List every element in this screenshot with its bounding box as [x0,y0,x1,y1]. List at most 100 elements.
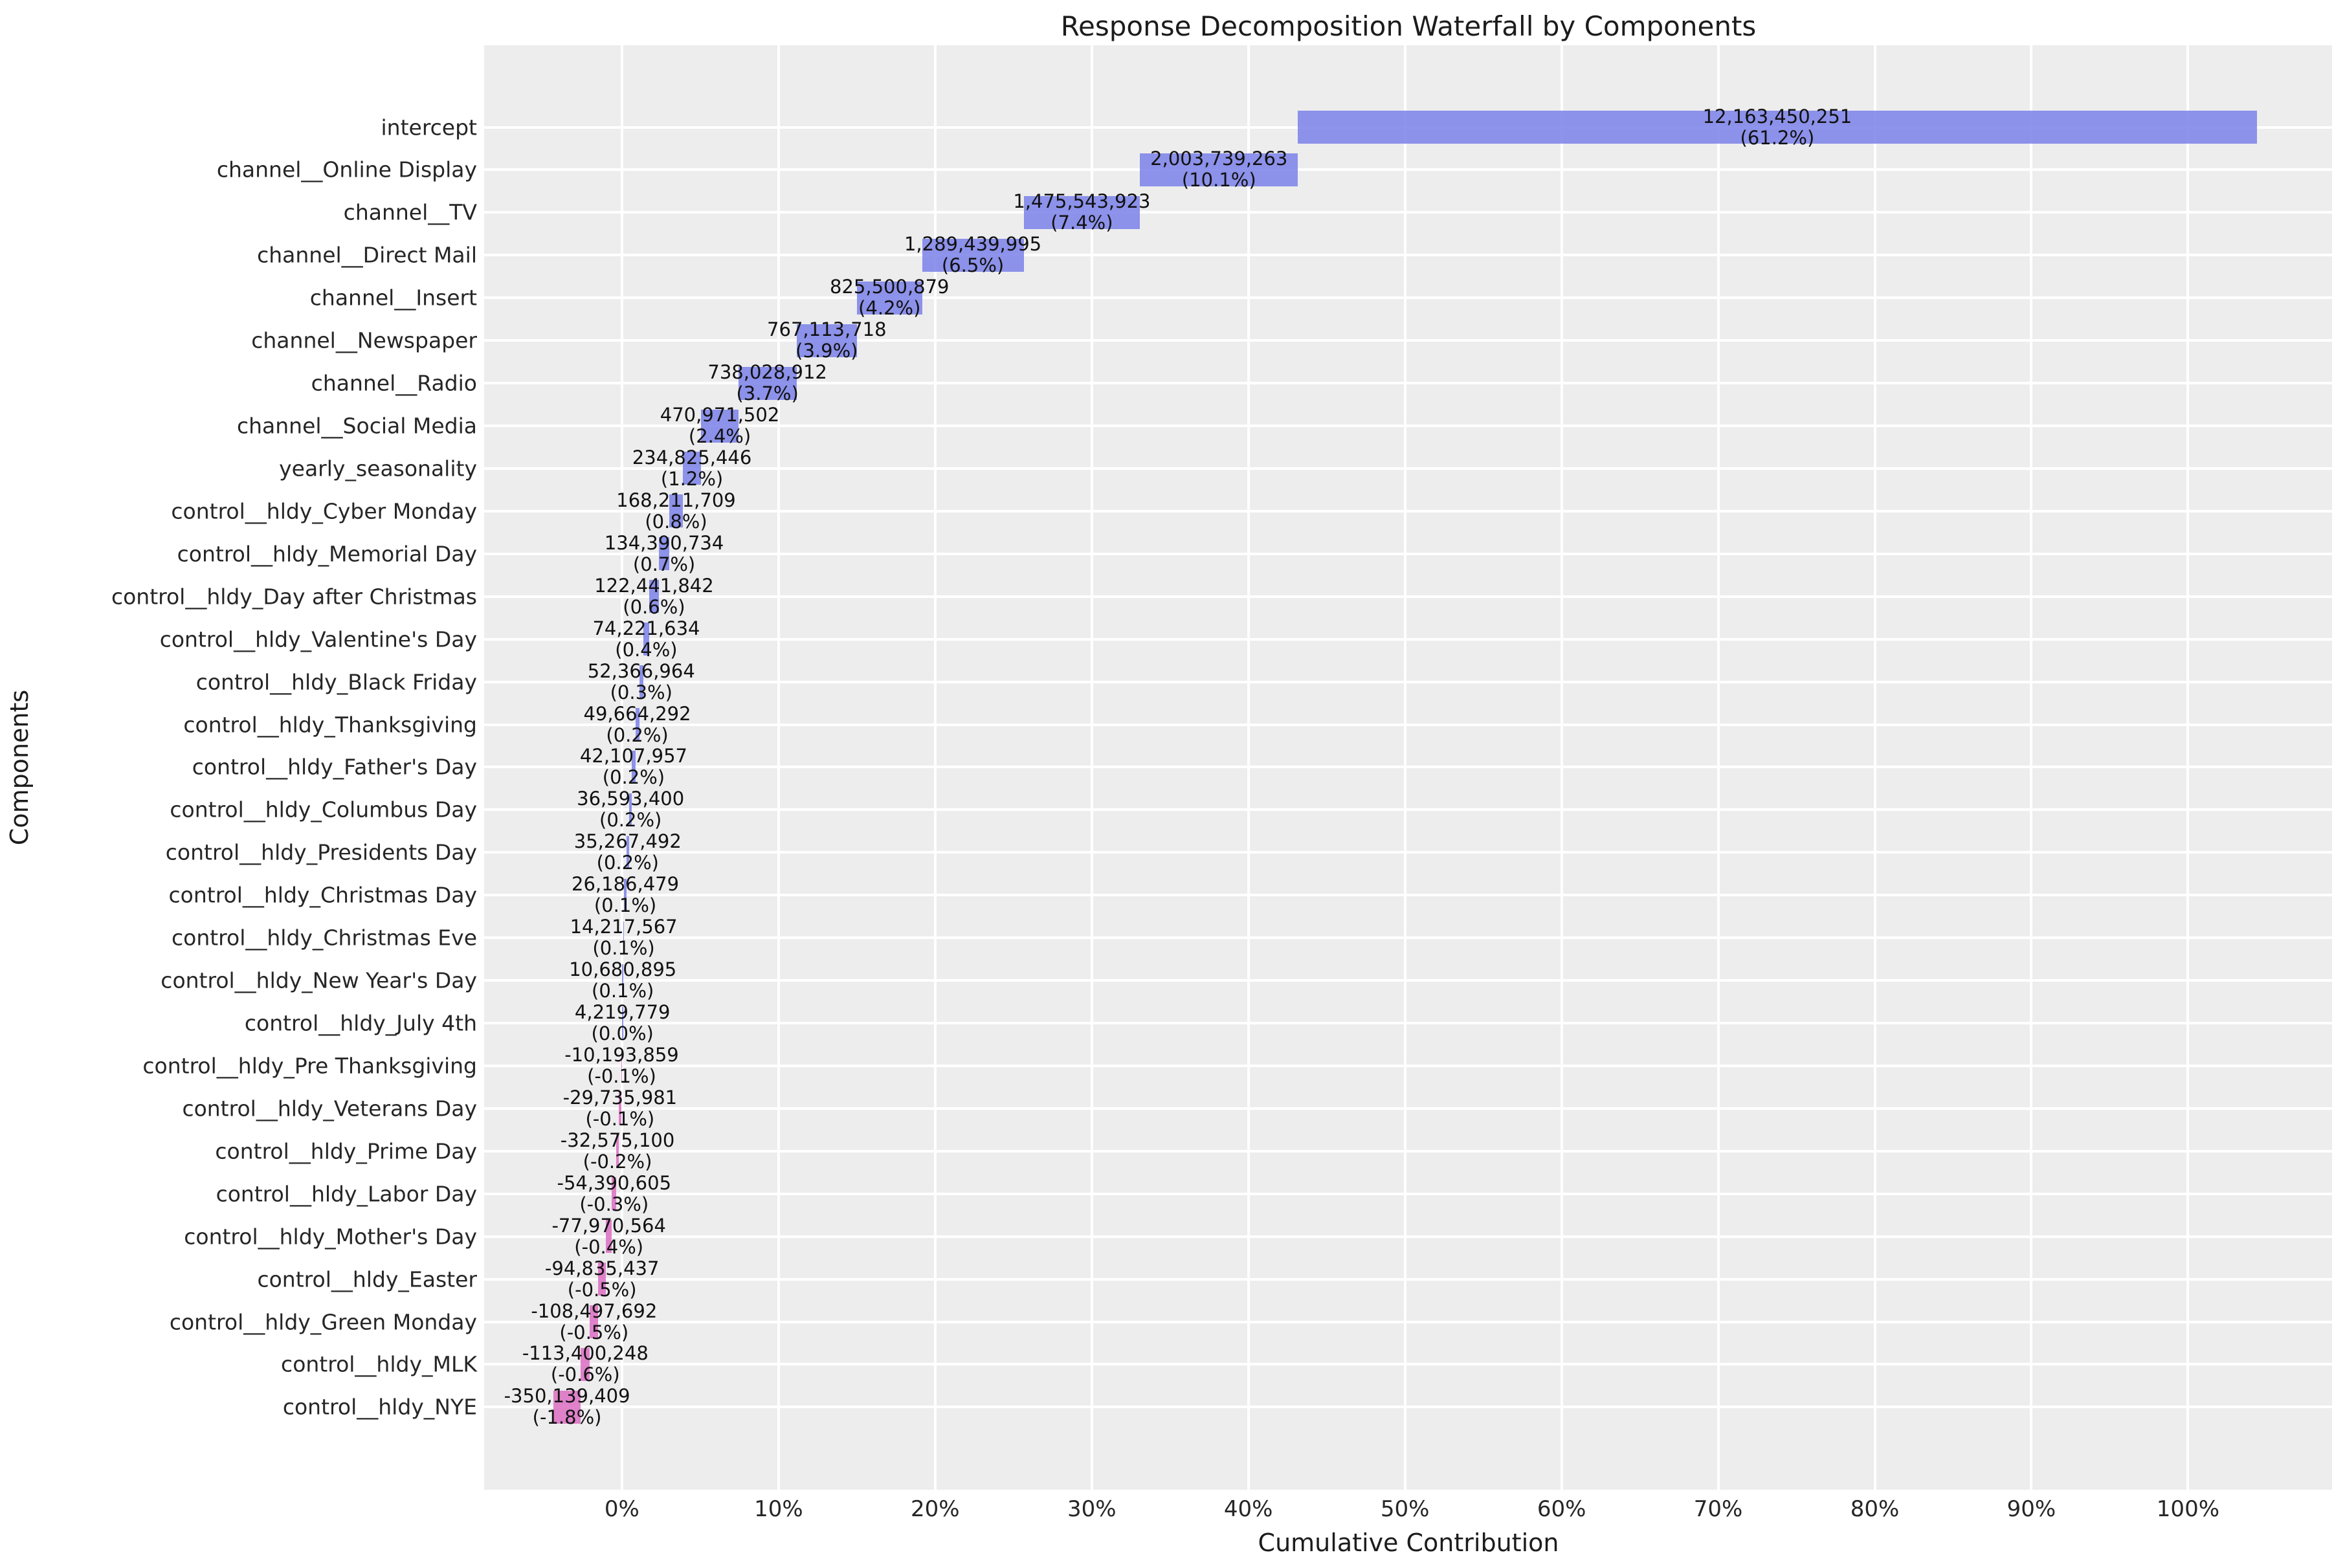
bar-value: 122,441,842 [594,574,714,597]
y-tick-label: control__hldy_Mother's Day [184,1224,477,1250]
bar-percent: (3.7%) [736,382,799,405]
waterfall-bar [857,281,922,315]
waterfall-bar [590,1305,599,1339]
bar-value-label: 234,825,446 (1.2%) [632,447,752,490]
gridline-horizontal [484,1363,2332,1366]
bar-value-label: 4,219,779 (0.0%) [575,1002,671,1044]
bar-percent: (-0.6%) [550,1364,620,1386]
bar-value-label: 74,221,634 (0.4%) [592,617,700,661]
bar-percent: (0.3%) [610,681,672,703]
bar-value-label: 1,289,439,995 (6.5%) [904,234,1041,276]
bar-value-label: 122,441,842 (0.6%) [594,575,714,618]
waterfall-bar [658,537,670,571]
bar-percent: (7.4%) [1050,212,1113,234]
waterfall-bar [1023,195,1140,229]
waterfall-bar [632,750,636,784]
bar-value: 134,390,734 [604,531,724,554]
bar-value: 26,186,479 [572,873,680,896]
x-axis-label: Cumulative Contribution [1258,1529,1559,1557]
y-tick-label: control__hldy_Prime Day [215,1138,477,1164]
bar-value: -29,735,981 [562,1086,678,1109]
bar-value-label: 470,971,502 (2.4%) [660,404,780,447]
bar-value: -54,390,605 [557,1171,672,1194]
waterfall-bar [624,878,627,912]
bar-percent: (0.4%) [615,638,678,661]
bar-percent: (0.2%) [596,852,659,874]
bar-value: 234,825,446 [632,446,752,469]
bar-value-label: 14,217,567 (0.1%) [570,916,678,959]
waterfall-bar [1140,153,1298,186]
bar-value-label: 26,186,479 (0.1%) [572,874,679,916]
bar-value: 35,267,492 [573,830,682,853]
y-tick-label: control__hldy_Labor Day [216,1181,477,1207]
bar-percent: (-1.8%) [532,1406,602,1429]
bar-percent: (-0.4%) [574,1235,644,1258]
waterfall-bar [669,494,683,528]
bar-value-label: 825,500,879 (4.2%) [830,276,950,319]
gridline-horizontal [484,1107,2332,1110]
waterfall-bar [621,1049,623,1083]
y-tick-label: channel__TV [343,199,477,225]
y-tick-label: channel__Newspaper [251,327,477,353]
bar-value-label: 134,390,734 (0.7%) [604,531,724,575]
gridline-horizontal [484,552,2332,555]
waterfall-bar [649,580,659,613]
bar-value: -10,193,859 [564,1043,679,1066]
bar-value: 10,680,895 [569,958,677,981]
gridline-horizontal [484,1235,2332,1238]
gridline-horizontal [484,211,2332,214]
gridline-horizontal [484,595,2332,598]
gridline-horizontal [484,1192,2332,1195]
gridline-horizontal [484,979,2332,982]
bar-value: 49,664,292 [583,702,691,725]
bar-value: 42,107,957 [579,745,687,767]
y-tick-label: control__hldy_Presidents Day [165,839,477,865]
waterfall-bar [622,964,624,997]
bar-percent: (0.6%) [623,595,685,618]
bar-value-label: 12,163,450,251 (61.2%) [1703,105,1852,149]
y-tick-label: channel__Social Media [236,413,477,439]
y-tick-label: control__hldy_Memorial Day [177,541,477,567]
waterfall-bar [643,623,649,656]
bar-value-label: -32,575,100 (-0.2%) [561,1129,675,1173]
gridline-horizontal [484,339,2332,342]
bar-percent: (2.4%) [688,425,751,447]
bar-value: 52,366,964 [587,659,695,682]
bar-value: 738,028,912 [707,361,827,384]
bar-percent: (0.0%) [591,1022,654,1045]
waterfall-bar [682,452,702,485]
bar-value-label: 1,475,543,923 (7.4%) [1013,191,1150,234]
bar-percent: (0.8%) [645,510,707,533]
gridline-horizontal [484,1149,2332,1153]
bar-percent: (6.5%) [941,254,1005,277]
bar-value-label: -10,193,859 (-0.1%) [564,1044,679,1087]
gridline-vertical [1873,45,1876,1490]
x-tick-label: 20% [911,1496,960,1522]
bar-value-label: -350,139,409 (-1.8%) [504,1386,630,1428]
bar-value: 767,113,718 [767,318,887,341]
gridline-horizontal [484,637,2332,641]
waterfall-bar [605,1220,612,1253]
bar-percent: (-0.2%) [583,1150,652,1173]
bar-percent: (0.2%) [599,809,662,832]
x-tick-label: 70% [1693,1496,1743,1522]
waterfall-bar [796,324,857,357]
y-axis-label: Components [5,689,34,846]
y-tick-label: control__hldy_Thanksgiving [183,712,477,738]
waterfall-bar [738,366,797,400]
gridline-vertical [1560,45,1563,1490]
waterfall-bar [626,835,629,869]
y-tick-label: control__hldy_Valentine's Day [159,626,477,652]
gridline-horizontal [484,1406,2332,1409]
bar-value-label: 767,113,718 (3.9%) [767,319,887,362]
bar-percent: (-0.5%) [559,1321,629,1343]
x-tick-label: 80% [1850,1496,1900,1522]
y-tick-label: control__hldy_Day after Christmas [111,584,477,610]
x-tick-label: 60% [1537,1496,1586,1522]
waterfall-bar [616,1134,619,1168]
y-tick-label: control__hldy_Veterans Day [182,1096,477,1121]
bar-percent: (-0.3%) [579,1193,649,1215]
chart-title: Response Decomposition Waterfall by Comp… [1060,10,1757,42]
x-tick-label: 100% [2156,1496,2220,1522]
